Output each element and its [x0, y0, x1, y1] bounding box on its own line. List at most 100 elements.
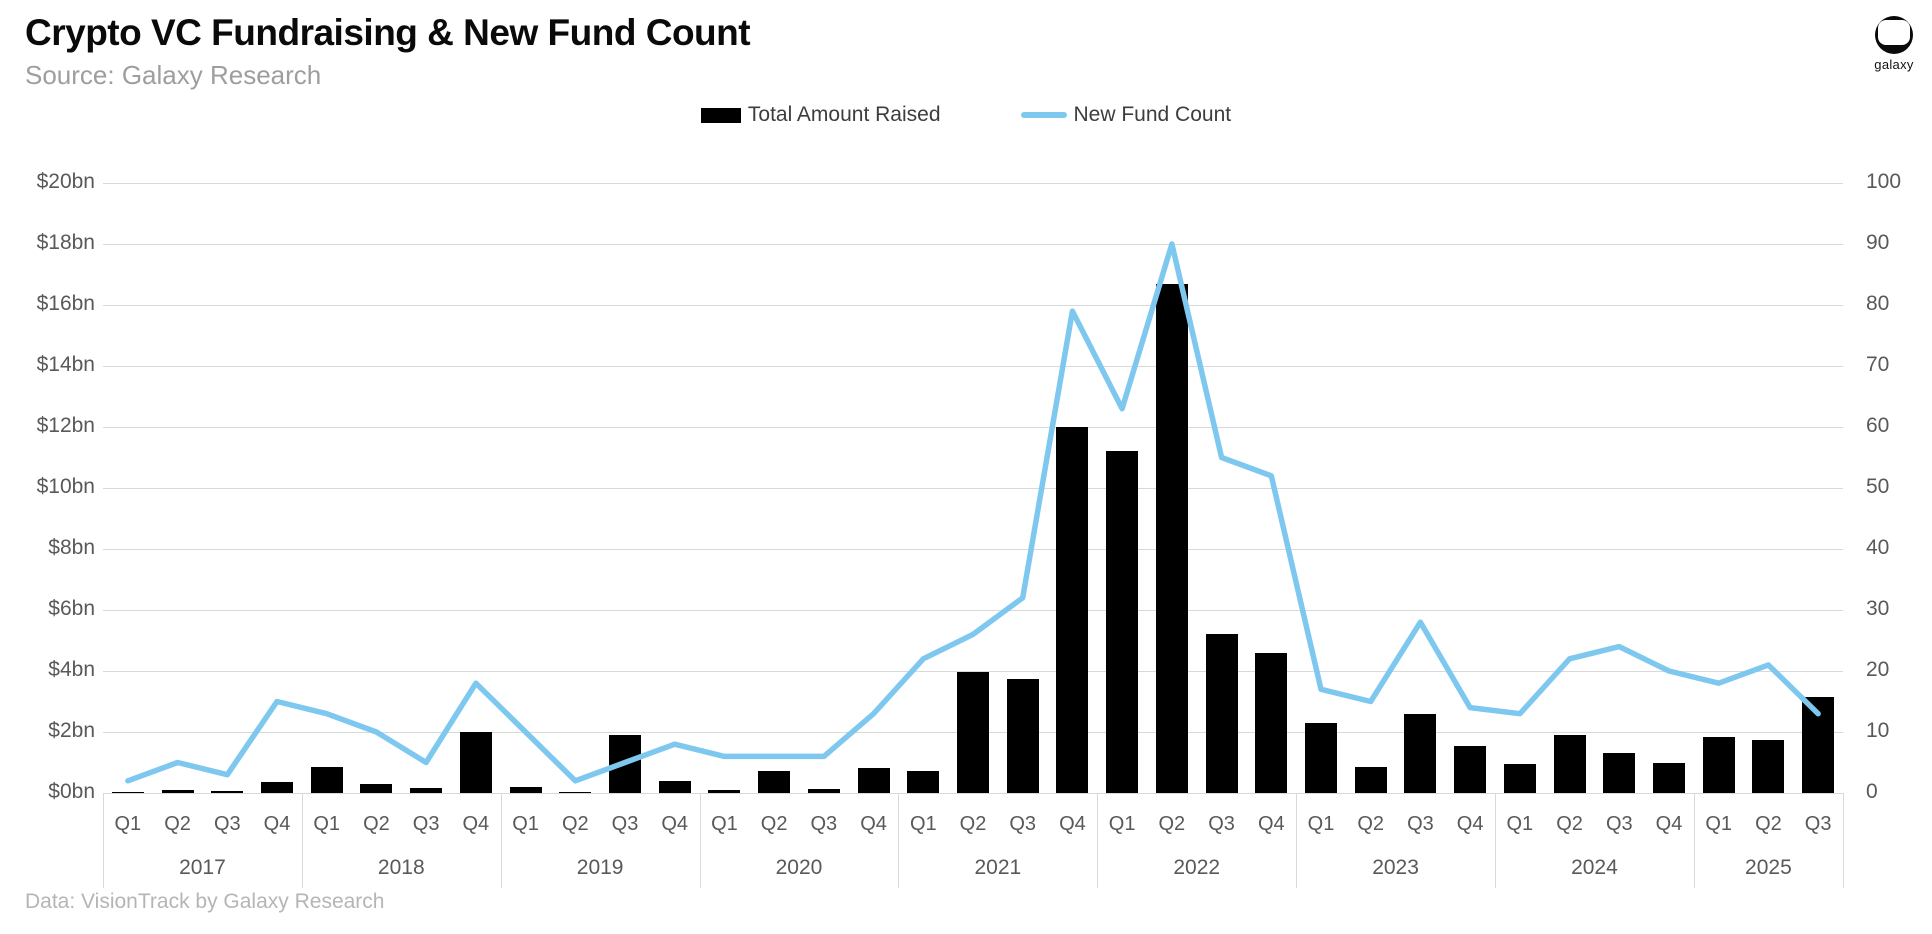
y-axis-left-tick-label: $16bn: [36, 292, 95, 315]
x-axis-quarter-label: Q1: [1506, 813, 1534, 835]
bar-q4-2021: [1056, 427, 1089, 793]
y-axis-right-tick-label: 10: [1866, 719, 1890, 742]
y-axis-left-tick-label: $0bn: [48, 780, 95, 803]
year-divider: [103, 793, 104, 888]
x-axis-quarter-label: Q3: [1804, 813, 1832, 835]
year-divider: [1296, 793, 1298, 888]
year-divider: [1693, 793, 1695, 888]
y-axis-left-tick-label: $20bn: [36, 170, 95, 193]
bar-q1-2024: [1503, 764, 1536, 793]
bar-q2-2022: [1155, 283, 1188, 793]
x-axis-quarter-label: Q2: [1357, 813, 1385, 835]
y-axis-right-tick-label: 40: [1866, 536, 1890, 559]
bar-q1-2017: [111, 792, 144, 793]
x-axis-year-label: 2025: [1745, 856, 1792, 879]
year-divider: [1495, 793, 1496, 888]
x-axis-year-label: 2020: [775, 856, 823, 879]
y-axis-right-tick-label: 70: [1866, 353, 1890, 376]
x-axis-quarter-label: Q1: [711, 813, 738, 835]
year-divider: [898, 793, 900, 888]
x-axis-quarter-label: Q1: [512, 813, 539, 835]
x-axis-quarter-label: Q2: [561, 813, 589, 835]
y-axis-left-tick-label: $6bn: [48, 597, 95, 620]
year-divider: [1843, 793, 1844, 888]
x-axis-quarter-label: Q1: [1108, 813, 1136, 835]
bar-q2-2024: [1553, 735, 1586, 793]
x-axis-quarter-label: Q2: [959, 813, 987, 835]
bar-q4-2018: [459, 732, 492, 793]
year-divider: [301, 793, 303, 888]
x-axis-quarter-label: Q2: [760, 813, 788, 835]
gridline: [103, 305, 1843, 306]
y-axis-right-tick-label: 60: [1866, 414, 1890, 437]
gridline: [103, 183, 1843, 184]
bar-q1-2022: [1106, 451, 1139, 793]
gridline: [103, 671, 1843, 672]
bar-q2-2025: [1752, 739, 1785, 793]
y-axis-left-tick-label: $2bn: [48, 719, 95, 742]
x-axis-year-label: 2023: [1372, 856, 1419, 879]
year-divider: [1097, 793, 1099, 888]
gridline: [103, 549, 1843, 550]
year-divider: [699, 793, 701, 888]
bar-q1-2018: [310, 767, 343, 793]
galaxy-logo: galaxy: [1862, 16, 1926, 72]
x-axis-quarter-label: Q2: [1755, 813, 1782, 835]
gridline: [103, 793, 1843, 794]
x-axis-quarter-label: Q3: [1009, 813, 1037, 835]
gridline: [103, 427, 1843, 428]
x-axis-quarter-label: Q1: [909, 813, 937, 835]
bar-q1-2023: [1305, 722, 1337, 793]
y-axis-right-tick-label: 20: [1866, 658, 1890, 681]
line-swatch-icon: [1020, 112, 1067, 118]
bar-q3-2020: [807, 789, 840, 793]
bar-q4-2023: [1454, 745, 1487, 793]
bar-q4-2024: [1653, 762, 1685, 793]
bar-q4-2020: [857, 767, 890, 793]
bar-q2-2018: [360, 783, 393, 793]
bar-q1-2020: [708, 789, 741, 793]
gridline: [103, 488, 1843, 489]
x-axis-year-label: 2017: [179, 856, 226, 879]
x-axis-quarter-label: Q2: [1158, 813, 1186, 835]
y-axis-right-tick-label: 0: [1866, 780, 1878, 803]
y-axis-right-tick-label: 90: [1866, 231, 1890, 254]
x-axis-year-label: 2021: [974, 856, 1022, 879]
y-axis-right-tick-label: 50: [1866, 475, 1890, 498]
x-axis-quarter-label: Q2: [1556, 813, 1583, 835]
y-axis-left-tick-label: $18bn: [36, 231, 95, 254]
bar-q2-2017: [161, 790, 194, 793]
x-axis-quarter-label: Q4: [462, 813, 490, 835]
page-subtitle: Source: Galaxy Research: [25, 60, 322, 90]
y-axis-left-tick-label: $12bn: [36, 414, 95, 437]
x-axis-year-label: 2018: [377, 856, 425, 879]
gridline: [103, 610, 1843, 611]
gridline: [103, 366, 1843, 367]
x-axis-quarter-label: Q3: [412, 813, 440, 835]
y-axis-right-tick-label: 100: [1866, 170, 1902, 193]
bar-q2-2019: [559, 791, 592, 793]
bar-q1-2025: [1702, 736, 1735, 793]
bar-q1-2019: [509, 786, 542, 793]
bar-q3-2024: [1603, 753, 1636, 793]
bar-q1-2021: [907, 771, 940, 793]
x-axis-year-label: 2019: [576, 856, 624, 879]
x-axis-quarter-label: Q1: [114, 813, 142, 835]
chart-legend: Total Amount Raised New Fund Count: [0, 100, 1932, 130]
bar-q3-2023: [1404, 713, 1437, 793]
gridline: [103, 244, 1843, 245]
y-axis-left-tick-label: $8bn: [48, 536, 95, 559]
x-axis-quarter-label: Q3: [810, 813, 838, 835]
data-source-note: Data: VisionTrack by Galaxy Research: [25, 890, 385, 913]
galaxy-logo-label: galaxy: [1874, 57, 1914, 72]
x-axis-quarter-label: Q4: [860, 813, 887, 835]
x-axis-quarter-label: Q2: [164, 813, 191, 835]
bar-q2-2023: [1354, 767, 1387, 793]
bar-q3-2022: [1205, 634, 1238, 793]
x-axis-quarter-label: Q3: [1407, 813, 1434, 835]
bar-swatch-icon: [700, 107, 741, 123]
x-axis-quarter-label: Q4: [1257, 813, 1285, 835]
x-axis-quarter-label: Q1: [1705, 813, 1733, 835]
page-title: Crypto VC Fundraising & New Fund Count: [25, 12, 751, 53]
